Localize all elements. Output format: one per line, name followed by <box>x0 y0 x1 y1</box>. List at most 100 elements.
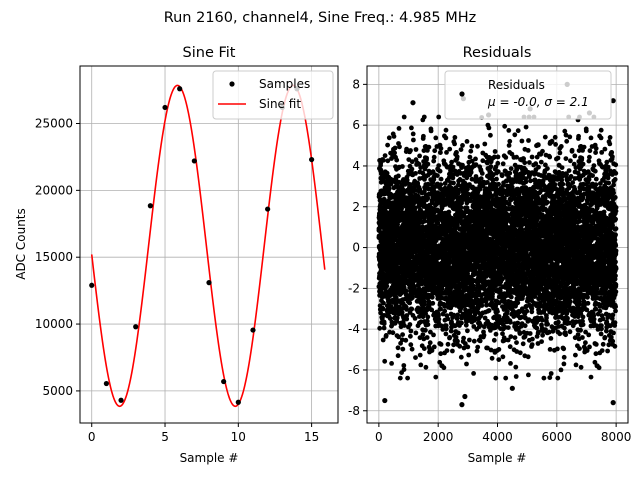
residual-point <box>423 364 429 370</box>
residual-point <box>515 300 521 306</box>
residual-point <box>432 148 438 154</box>
sine-fit-legend: Samples Sine fit <box>212 70 334 120</box>
residual-point <box>441 365 447 371</box>
residual-point <box>458 354 464 360</box>
residual-point <box>420 332 426 337</box>
residual-point <box>410 295 415 300</box>
residual-point <box>465 344 471 350</box>
sample-point <box>133 324 139 330</box>
residual-point <box>399 206 404 212</box>
residual-point <box>431 154 437 160</box>
residual-point <box>427 340 433 346</box>
residual-point <box>421 302 427 307</box>
residual-point <box>431 332 436 338</box>
residual-point <box>442 308 448 314</box>
residual-point <box>395 353 401 359</box>
residual-point <box>383 333 389 338</box>
residual-point <box>433 374 439 380</box>
residual-point <box>488 164 494 169</box>
residual-point <box>508 334 514 339</box>
residual-point <box>451 342 456 348</box>
residual-point <box>382 358 388 364</box>
residual-point <box>486 308 492 313</box>
sine-fit-panel: Sine Fit 0 5 10 15500010000150002000025000 … <box>14 45 339 465</box>
residual-point <box>468 170 474 175</box>
residual-point <box>423 327 428 333</box>
residual-point <box>488 132 493 138</box>
residual-point <box>451 312 457 318</box>
legend-samples-marker <box>229 81 235 87</box>
residual-point <box>421 148 427 154</box>
residual-point <box>384 170 390 176</box>
residual-point <box>404 177 410 183</box>
residuals-panel: Residuals 0 2000 4000 6000 8000-8-6-4-202468… <box>348 45 631 465</box>
residual-point <box>452 135 458 140</box>
residual-point <box>453 334 459 340</box>
residual-point <box>405 375 410 381</box>
residual-point <box>512 132 518 138</box>
residual-point <box>519 138 525 144</box>
residual-point <box>431 158 437 164</box>
residual-point <box>429 348 435 353</box>
residual-point <box>384 283 390 289</box>
legend-sine-fit-label: Sine fit <box>259 97 301 111</box>
residual-point <box>431 177 437 182</box>
residual-point <box>486 125 492 131</box>
residual-point <box>407 322 413 327</box>
residual-point <box>401 285 407 290</box>
residual-point <box>401 114 407 120</box>
residual-point <box>507 138 513 144</box>
residual-point <box>491 337 497 343</box>
residual-point <box>503 155 509 160</box>
residual-point <box>438 146 444 151</box>
residual-point <box>450 172 456 178</box>
sine-fit-ytick-label: 5000 <box>42 384 73 398</box>
residual-point <box>438 306 443 312</box>
residual-point <box>506 127 512 133</box>
residual-point <box>467 337 472 343</box>
residual-point <box>409 346 415 352</box>
residual-point <box>381 325 387 331</box>
residual-point <box>471 371 476 376</box>
residual-point <box>520 341 526 347</box>
residual-point <box>448 328 454 334</box>
residual-point <box>385 158 391 164</box>
residual-point <box>508 361 513 366</box>
residual-point <box>397 144 402 150</box>
residual-point <box>461 213 467 219</box>
residual-point <box>430 300 436 306</box>
residual-point <box>450 164 456 170</box>
residual-point <box>475 143 480 149</box>
residual-point <box>387 316 393 321</box>
sine-fit-title: Sine Fit <box>183 45 236 61</box>
residual-point <box>397 375 403 381</box>
residual-point <box>394 315 400 321</box>
residual-point <box>417 352 423 358</box>
residual-point <box>401 367 407 372</box>
sample-point <box>206 280 212 286</box>
residual-point <box>445 341 451 347</box>
residual-point <box>477 338 483 344</box>
residual-point <box>507 344 513 350</box>
residual-point <box>495 160 501 166</box>
residual-point <box>493 331 499 337</box>
sine-fit-xlabel: Sample # <box>180 451 239 465</box>
residual-point <box>404 316 410 322</box>
residual-point <box>435 220 441 226</box>
residual-point <box>522 160 528 166</box>
residual-point <box>401 323 407 328</box>
residual-point <box>492 149 498 154</box>
residuals-title: Residuals <box>463 45 532 61</box>
residual-point <box>421 114 427 120</box>
residual-point <box>428 329 433 335</box>
residual-point <box>453 323 458 328</box>
residual-point <box>479 171 485 176</box>
sample-point <box>250 327 256 333</box>
residual-point <box>514 340 519 345</box>
sine-fit-xtick-label: 15 <box>304 430 319 444</box>
residual-point <box>399 337 405 343</box>
residual-point <box>443 331 449 337</box>
residual-point <box>437 168 443 174</box>
sample-point <box>265 206 271 212</box>
